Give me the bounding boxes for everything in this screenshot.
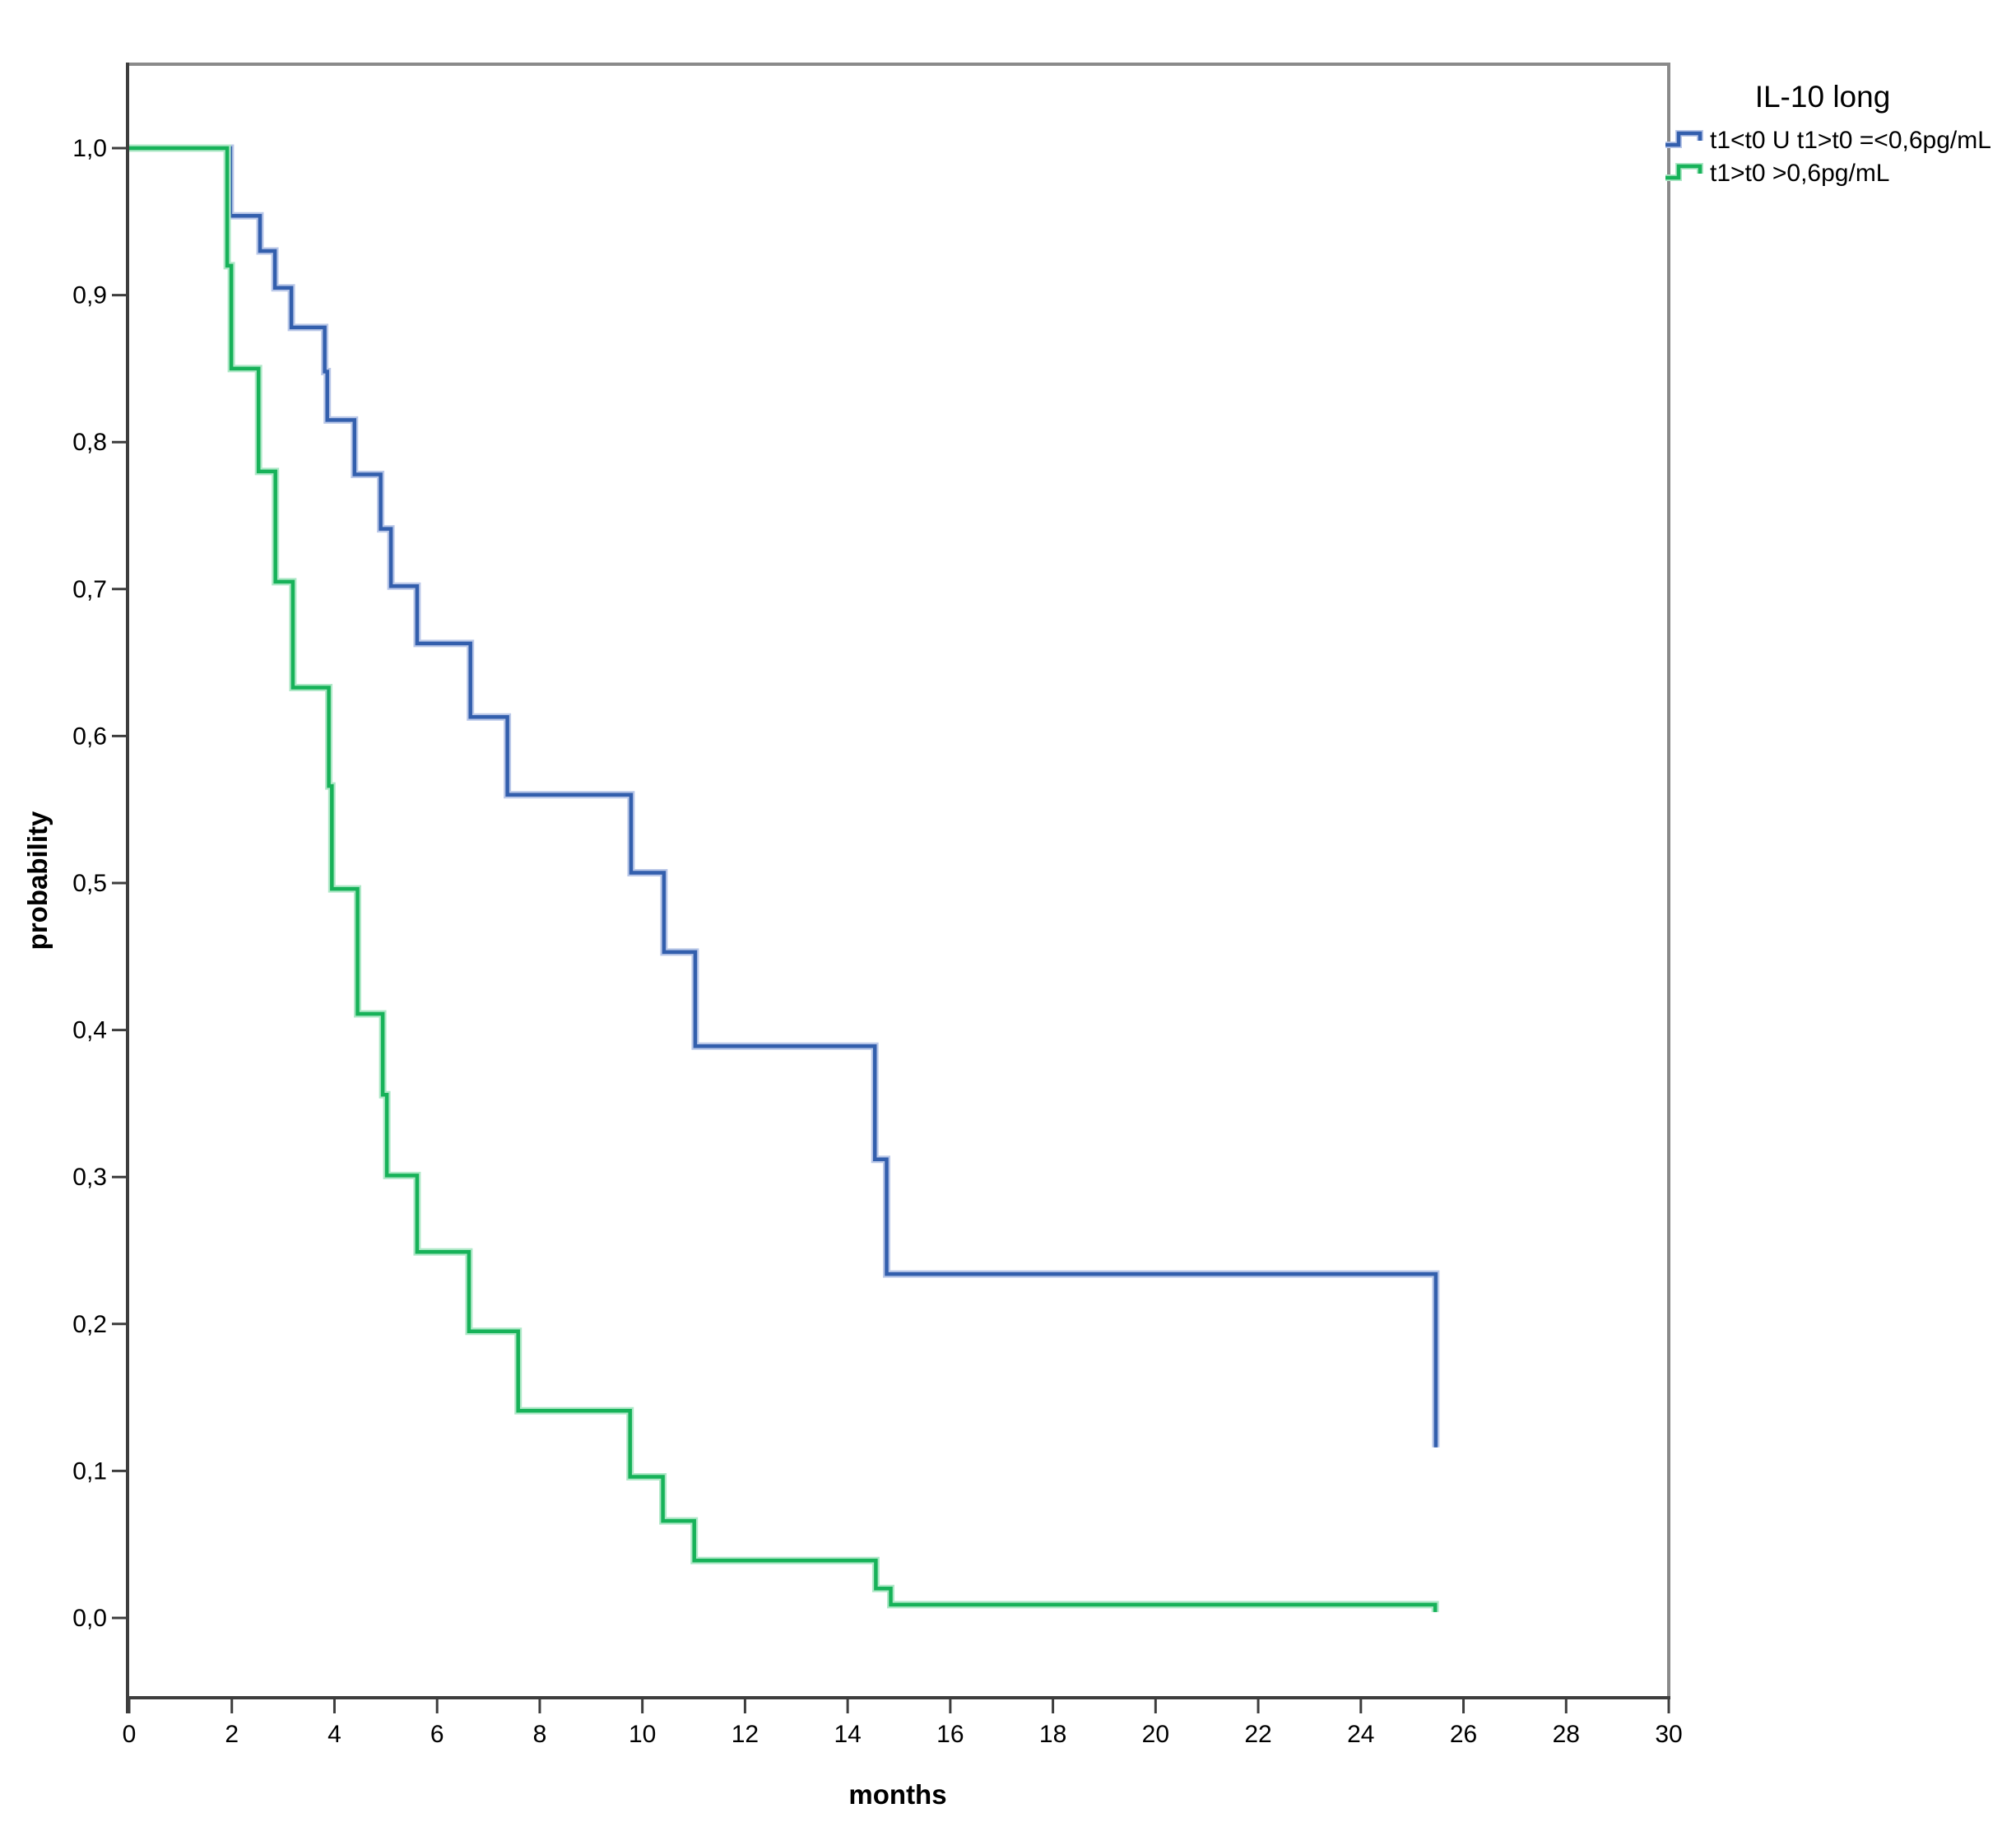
x-tick-label: 10 — [629, 1721, 656, 1748]
legend-step-icon — [1665, 131, 1702, 147]
y-axis: 0,0 0,1 0,2 0,3 0,4 0,5 0,6 0,7 0,8 0,9 1,0 — [72, 135, 126, 1632]
x-axis-title: months — [848, 1779, 946, 1810]
x-tick-label: 14 — [834, 1721, 861, 1748]
series-curve-1 — [129, 146, 1438, 1612]
x-tick-label: 18 — [1039, 1721, 1066, 1748]
x-tick-label: 30 — [1655, 1721, 1682, 1748]
y-tick-label: 0,5 — [72, 870, 107, 897]
y-tick-label: 0,1 — [72, 1457, 107, 1485]
y-tick-label: 0,4 — [72, 1017, 107, 1044]
x-tick-label: 28 — [1553, 1721, 1580, 1748]
x-tick-label: 26 — [1450, 1721, 1477, 1748]
legend-step-icon — [1665, 164, 1702, 180]
series-curve-0 — [129, 146, 1438, 1448]
x-axis: 0 2 4 6 8 10 12 14 16 18 20 22 24 26 28 30 — [123, 1699, 1683, 1748]
y-tick-label: 0,9 — [72, 282, 107, 309]
legend-entry-label: t1>t0 >0,6pg/mL — [1710, 160, 1890, 187]
x-tick-label: 8 — [533, 1721, 547, 1748]
y-tick-label: 0,2 — [72, 1311, 107, 1338]
x-tick-label: 12 — [732, 1721, 759, 1748]
x-tick-label: 22 — [1244, 1721, 1271, 1748]
legend-entry-label: t1<t0 U t1>t0 =<0,6pg/mL — [1710, 127, 1991, 154]
y-tick-label: 0,3 — [72, 1164, 107, 1191]
series-layer — [129, 144, 1440, 1612]
legend-title: IL-10 long — [1755, 80, 1891, 114]
x-tick-label: 16 — [936, 1721, 964, 1748]
y-tick-label: 0,7 — [72, 576, 107, 603]
legend: IL-10 long t1<t0 U t1>t0 =<0,6pg/mL t1>t0 … — [1665, 80, 1991, 187]
x-tick-label: 24 — [1347, 1721, 1374, 1748]
plot-frame — [126, 63, 1670, 1713]
x-tick-label: 20 — [1142, 1721, 1169, 1748]
x-tick-label: 4 — [327, 1721, 341, 1748]
x-tick-label: 2 — [225, 1721, 239, 1748]
y-axis-title: probability — [22, 811, 53, 950]
x-tick-label: 6 — [430, 1721, 444, 1748]
y-tick-label: 0,8 — [72, 429, 107, 456]
y-tick-label: 1,0 — [72, 135, 107, 162]
x-tick-label: 0 — [123, 1721, 137, 1748]
y-tick-label: 0,0 — [72, 1605, 107, 1632]
y-tick-label: 0,6 — [72, 723, 107, 750]
